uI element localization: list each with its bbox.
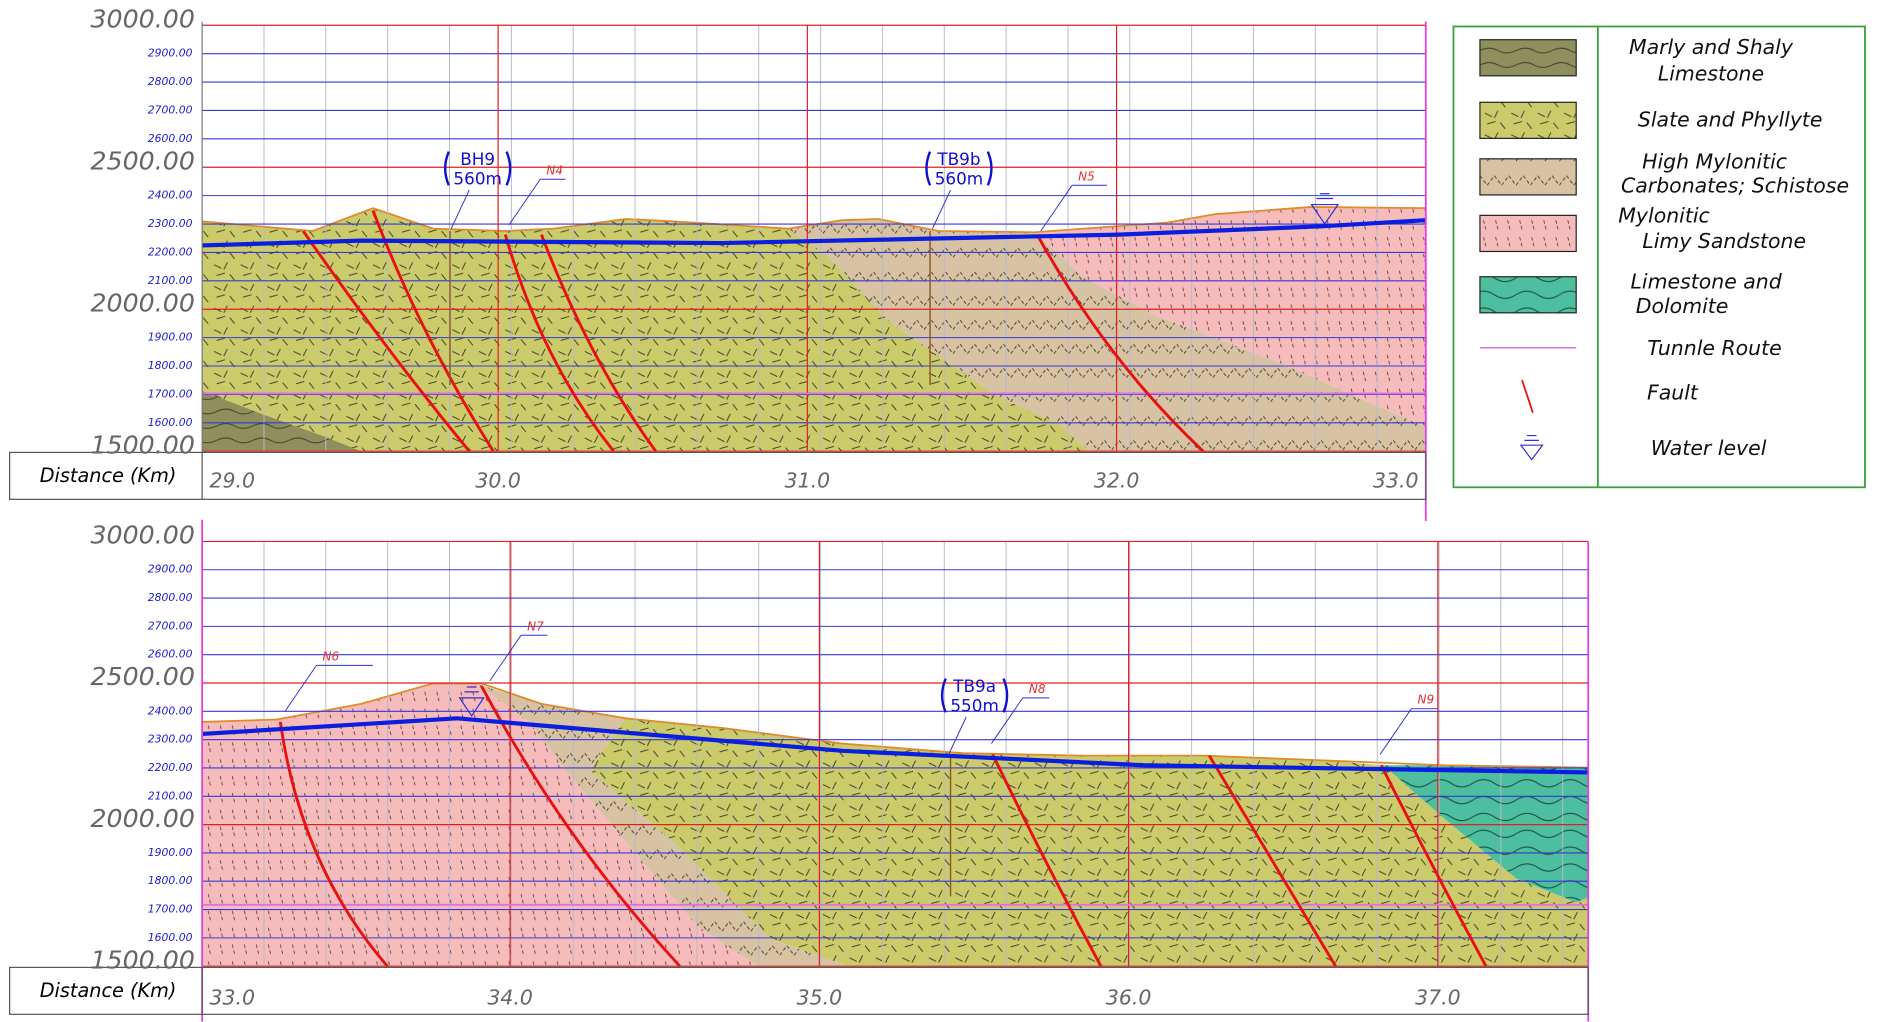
y-tick-label: 2100.00 xyxy=(148,274,193,287)
x-tick-label: 35.0 xyxy=(797,986,843,1010)
y-tick-label: 2300.00 xyxy=(148,733,193,746)
y-tick-label: 2000.00 xyxy=(90,804,194,833)
y-tick-label: 2500.00 xyxy=(90,146,194,175)
y-tick-label: 2900.00 xyxy=(148,47,193,60)
legend-swatch xyxy=(1480,277,1576,313)
y-tick-label: 1600.00 xyxy=(148,931,193,944)
grid xyxy=(202,25,1588,966)
legend-label: Water level xyxy=(1651,436,1767,460)
borehole-name: TB9a xyxy=(952,676,996,696)
legend-swatch xyxy=(1480,215,1576,251)
legend-label: Carbonates; Schistose xyxy=(1621,173,1849,197)
legend-swatch xyxy=(1480,102,1576,138)
y-tick-label: 1900.00 xyxy=(148,331,193,344)
y-tick-label: 3000.00 xyxy=(90,4,194,33)
legend-label: Dolomite xyxy=(1636,294,1729,318)
fault-label: N6 xyxy=(323,649,340,663)
y-tick-label: 2700.00 xyxy=(148,619,193,632)
axis-label: Distance (Km) xyxy=(40,464,177,487)
y-tick-label: 1500.00 xyxy=(90,430,194,459)
leader xyxy=(509,179,566,225)
y-tick-label: 1500.00 xyxy=(90,945,194,974)
axis-label: Distance (Km) xyxy=(40,979,177,1002)
borehole-name: TB9b xyxy=(936,149,980,169)
y-tick-label: 2100.00 xyxy=(148,789,193,802)
x-tick-label: 36.0 xyxy=(1106,986,1152,1010)
legend-label: High Mylonitic xyxy=(1642,149,1787,173)
fault-label: N7 xyxy=(527,619,544,633)
y-tick-label: 1700.00 xyxy=(148,387,193,400)
fault-label: N5 xyxy=(1078,169,1095,183)
page: { "panels": [ { "yticks": [ {"value": 30… xyxy=(0,0,1877,1022)
borehole-depth: 560m xyxy=(935,168,984,188)
legend-label: Limestone xyxy=(1658,62,1764,86)
legend-label: Marly and Shaly xyxy=(1629,35,1794,59)
geological-profile: 3000.002900.002800.002700.002600.002500.… xyxy=(0,0,1877,1022)
legend-label: Tunnle Route xyxy=(1647,336,1781,360)
legend-swatch xyxy=(1480,159,1576,195)
legend-box xyxy=(1453,26,1864,487)
y-tick-label: 1700.00 xyxy=(148,903,193,916)
y-tick-label: 2200.00 xyxy=(148,245,193,258)
x-tick-label: 29.0 xyxy=(209,468,255,492)
fault-label: N4 xyxy=(546,163,563,177)
legend-label: Mylonitic xyxy=(1618,204,1709,228)
y-tick-label: 2800.00 xyxy=(148,591,193,604)
y-tick-label: 3000.00 xyxy=(90,521,194,550)
y-tick-label: 2900.00 xyxy=(148,563,193,576)
y-tick-label: 2600.00 xyxy=(148,648,193,661)
borehole-depth: 560m xyxy=(453,168,502,188)
y-tick-label: 2500.00 xyxy=(90,662,194,691)
x-tick-label: 33.0 xyxy=(1373,468,1419,492)
y-tick-label: 2200.00 xyxy=(148,761,193,774)
y-tick-label: 2400.00 xyxy=(148,704,193,717)
x-tick-label: 37.0 xyxy=(1415,986,1461,1010)
legend-label: Limestone and xyxy=(1631,270,1783,294)
leader xyxy=(948,717,966,756)
y-tick-label: 2800.00 xyxy=(148,75,193,88)
leader xyxy=(991,698,1049,744)
legend-label: Fault xyxy=(1647,380,1699,404)
y-tick-label: 2600.00 xyxy=(148,132,193,145)
y-tick-label: 2300.00 xyxy=(148,217,193,230)
legend-label: Slate and Phyllyte xyxy=(1638,107,1823,131)
x-tick-label: 34.0 xyxy=(487,986,533,1010)
fault-label: N8 xyxy=(1029,682,1046,696)
leader xyxy=(1380,709,1438,755)
y-tick-label: 2000.00 xyxy=(90,288,194,317)
y-tick-label: 1800.00 xyxy=(148,359,193,372)
leader xyxy=(490,635,548,681)
legend-label: Limy Sandstone xyxy=(1642,229,1806,253)
x-tick-label: 32.0 xyxy=(1094,468,1140,492)
y-tick-label: 2400.00 xyxy=(148,189,193,202)
x-tick-label: 30.0 xyxy=(475,468,521,492)
fault-label: N9 xyxy=(1417,693,1434,707)
x-tick-label: 33.0 xyxy=(209,986,255,1010)
x-tick-label: 31.0 xyxy=(785,468,831,492)
borehole-depth: 550m xyxy=(950,695,999,715)
y-tick-label: 1900.00 xyxy=(148,846,193,859)
y-tick-label: 1600.00 xyxy=(148,416,193,429)
legend-swatch xyxy=(1480,40,1576,76)
y-tick-label: 1800.00 xyxy=(148,874,193,887)
borehole-name: BH9 xyxy=(460,149,495,169)
y-tick-label: 2700.00 xyxy=(148,103,193,116)
